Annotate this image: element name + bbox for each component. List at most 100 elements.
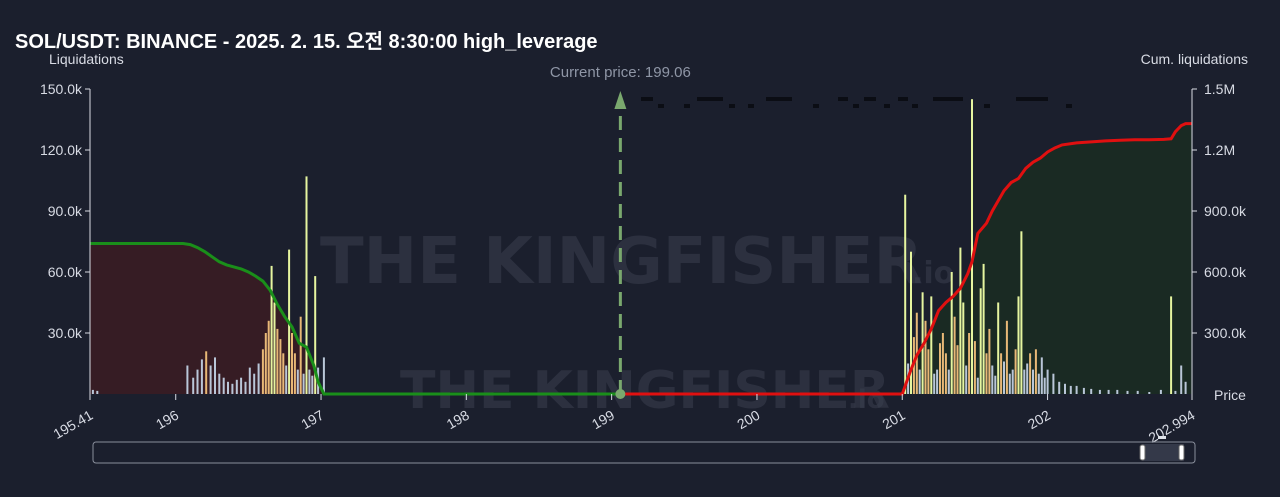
long-liquidation-bar	[192, 377, 195, 394]
short-liquidation-bar	[930, 296, 933, 394]
range-slider-grip[interactable]	[1158, 436, 1166, 439]
short-liquidation-bar	[1148, 392, 1151, 394]
long-liquidation-bar	[91, 389, 94, 394]
range-slider[interactable]	[92, 436, 1196, 464]
long-liquidation-bar	[302, 373, 305, 394]
long-liquidation-bar	[244, 381, 247, 394]
short-liquidation-bar	[904, 194, 907, 394]
short-liquidation-bar	[1082, 387, 1085, 394]
y-right-tick-label: 300.0k	[1204, 325, 1247, 341]
short-liquidation-bar	[991, 365, 994, 394]
short-liquidation-bar	[973, 341, 976, 394]
long-liquidation-bar	[311, 375, 314, 394]
cum-short-line	[620, 122, 1192, 396]
short-liquidation-bar	[1090, 388, 1093, 394]
long-liquidation-bar	[293, 353, 296, 394]
range-slider-right-handle[interactable]	[1178, 444, 1185, 461]
long-liquidation-bar	[285, 365, 288, 394]
short-liquidation-bar	[1058, 381, 1061, 394]
price-axis-label: Price	[1214, 387, 1246, 403]
long-liquidation-bar	[96, 390, 99, 394]
long-liquidation-bar	[253, 373, 256, 394]
short-liquidation-bar	[1003, 361, 1005, 394]
watermark: THE KINGFISHER .io THE KINGFISHER .io	[320, 225, 954, 421]
long-liquidation-bar	[218, 373, 221, 394]
short-liquidation-bar	[968, 333, 971, 394]
range-slider-left-handle[interactable]	[1139, 444, 1146, 461]
cumulative-lines	[90, 122, 1192, 396]
top-marker-dash	[641, 97, 653, 101]
range-slider-window[interactable]	[1142, 444, 1184, 461]
x-tick-label: 195.41	[50, 407, 95, 442]
short-liquidation-bar	[933, 373, 936, 394]
short-liquidation-bar	[1034, 349, 1037, 394]
x-tick-label: 202	[1025, 407, 1053, 433]
y-right-axis-title: Cum. liquidations	[1141, 51, 1248, 67]
y-left-tick-label: 30.0k	[48, 325, 83, 341]
short-liquidation-bar	[1011, 369, 1014, 394]
top-marker-dash	[898, 97, 908, 101]
long-liquidation-bar	[291, 333, 293, 394]
y-left-tick-label: 60.0k	[48, 264, 83, 280]
short-liquidation-bar	[1020, 231, 1023, 394]
short-liquidation-bar	[947, 369, 950, 394]
short-liquidation-bar	[1043, 377, 1046, 394]
short-liquidation-bar	[1046, 369, 1049, 394]
short-liquidation-bar	[1008, 373, 1011, 394]
long-liquidation-bar	[279, 339, 282, 394]
top-marker-dash	[697, 97, 723, 101]
top-marker-dash	[864, 97, 876, 101]
long-liquidation-bar	[214, 357, 216, 394]
x-tick-label: 197	[298, 407, 326, 433]
long-liquidation-bar	[240, 377, 243, 394]
short-liquidation-bar	[953, 316, 956, 394]
short-liquidation-bar	[1180, 365, 1183, 394]
short-liquidation-bar	[1014, 349, 1017, 394]
y-right-tick-label: 900.0k	[1204, 203, 1247, 219]
y-left-tick-label: 150.0k	[40, 81, 83, 97]
watermark-suffix-1: .io	[912, 256, 954, 291]
short-liquidation-bar	[1040, 357, 1043, 394]
x-tick-label: 196	[153, 407, 181, 433]
long-liquidation-bar	[314, 276, 317, 394]
watermark-brand-2: THE KINGFISHER	[400, 361, 890, 421]
long-liquidation-bar	[267, 320, 270, 394]
short-liquidation-bar	[1017, 296, 1020, 394]
short-liquidation-bar	[1005, 320, 1008, 394]
long-liquidation-bar	[305, 176, 308, 394]
short-liquidation-bar	[985, 353, 988, 394]
short-liquidation-bar	[1098, 389, 1101, 394]
long-liquidation-bar	[227, 381, 229, 394]
cumulative-fill-areas	[90, 123, 1192, 394]
short-liquidation-bar	[956, 345, 959, 394]
top-marker-dash	[813, 104, 819, 108]
cum-long-line	[90, 242, 621, 396]
range-slider-track[interactable]	[92, 441, 1196, 464]
long-liquidation-bar	[282, 353, 285, 394]
long-liquidation-bar	[276, 328, 279, 394]
short-liquidation-bar	[927, 349, 930, 394]
long-liquidation-bar	[273, 302, 276, 394]
cum-short-fill-area	[620, 123, 1192, 394]
short-liquidation-bar	[1026, 363, 1029, 394]
short-liquidation-bar	[1116, 389, 1119, 394]
y-left-tick-label: 90.0k	[48, 203, 83, 219]
long-liquidation-bar	[196, 369, 199, 394]
top-marker-strip	[641, 97, 1072, 108]
cum-long-fill-area	[90, 243, 621, 394]
current-price-marker: Current price: 199.06	[550, 64, 691, 399]
short-liquidation-bar	[939, 343, 941, 394]
short-liquidation-bar	[924, 320, 927, 394]
short-liquidation-bar	[959, 247, 962, 394]
top-marker-dash	[853, 104, 859, 108]
short-liquidation-bar	[1052, 373, 1055, 394]
long-liquidation-bar	[200, 359, 203, 394]
short-liquidation-bar	[1174, 390, 1177, 394]
short-liquidation-bar	[1126, 390, 1129, 394]
top-marker-dash	[766, 97, 792, 101]
short-liquidation-bar	[962, 302, 965, 394]
long-liquidation-bar	[205, 351, 208, 394]
long-liquidation-bar	[270, 265, 273, 394]
short-liquidation-bar	[1184, 381, 1187, 394]
